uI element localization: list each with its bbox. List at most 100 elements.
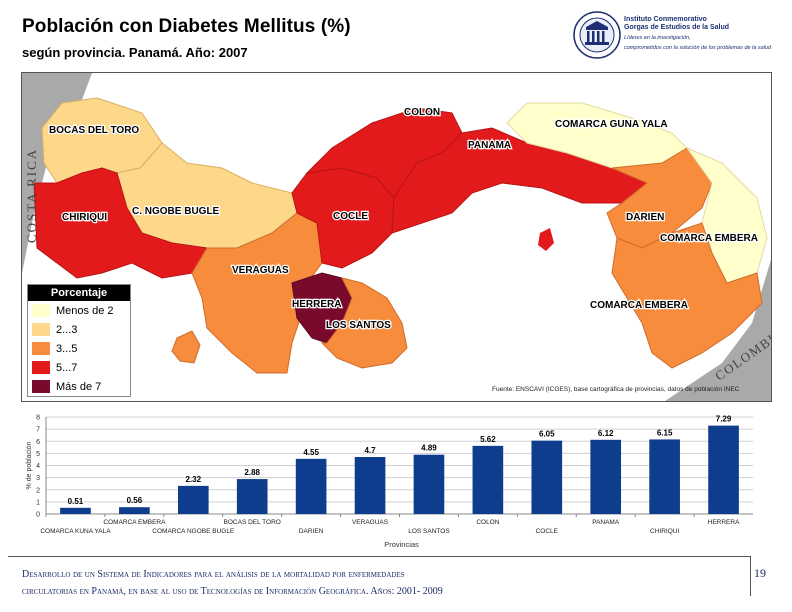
data-label: 6.12 [598,429,614,438]
footer-line-1: Desarrollo de un Sistema de Indicadores … [22,569,405,580]
legend-item: 3...5 [28,339,130,358]
x-tick-label: CHIRIQUI [650,528,679,535]
map-label-panama: PANAMA [468,140,511,151]
data-label: 2.32 [186,475,202,484]
y-tick-label: 8 [36,415,40,422]
logo-tagline-line2: comprometidos con la solución de los pro… [624,44,772,51]
data-label: 6.05 [539,430,555,439]
x-tick-label: BOCAS DEL TORO [224,519,281,526]
bar [413,454,445,514]
map-label-bocas: BOCAS DEL TORO [49,125,139,136]
neighbor-label-costa-rica: COSTA RICA [24,148,39,243]
logo-name-line2: Gorgas de Estudios de la Salud [624,24,730,31]
map-label-embera-east: COMARCA EMBERA [660,233,758,244]
map-label-colon: COLON [404,107,440,118]
bar [236,479,268,514]
x-tick-label: LOS SANTOS [408,528,450,535]
legend-swatch [32,380,50,393]
map-legend: Porcentaje Menos de 2 2...3 3...5 5...7 … [27,284,131,397]
data-label: 2.88 [244,468,260,477]
y-tick-label: 4 [36,463,40,470]
data-label: 5.62 [480,435,496,444]
logo-tagline-line1: Líderes en la investigación, [624,35,691,41]
x-tick-label: COCLE [536,528,559,535]
page-title: Población con Diabetes Mellitus (%) [22,16,351,37]
title-block: Población con Diabetes Mellitus (%) segú… [22,16,351,60]
legend-item: Menos de 2 [28,301,130,320]
bar [354,457,386,514]
legend-item: 2...3 [28,320,130,339]
x-tick-label: COMARCA EMBERA [103,519,166,526]
y-tick-label: 5 [36,451,40,458]
map-label-darien: DARIEN [626,212,664,223]
map-label-veraguas: VERAGUAS [232,265,289,276]
page-subtitle: según provincia. Panamá. Año: 2007 [22,45,248,60]
bar-chart-canvas: 0 1 2 3 4 5 6 7 8 0.51 COMARCA KUNA YALA 0.56 COMARC… [26,415,753,549]
bar [177,485,209,514]
footer-vertical-divider [750,556,751,596]
footer-line-2: circulatorias en Panamá, en base al uso … [22,586,443,597]
map-label-cocle: COCLE [333,211,368,222]
footer-divider [8,556,750,557]
region-panama-islet[interactable] [538,228,554,251]
bar [708,425,739,514]
y-tick-label: 7 [36,427,40,434]
colombia-landmass [665,259,771,401]
bar [531,440,563,514]
logo-name-line1: Instituto Conmemorativo [624,16,707,23]
institute-seal-icon [573,11,621,59]
x-tick-label: COLON [476,519,499,526]
map-label-layer: BOCAS DEL TORO C. NGOBE BUGLE CHIRIQUI V… [48,106,759,333]
data-label: 4.89 [421,444,437,453]
map-label-los-santos: LOS SANTOS [326,320,391,331]
bar [649,439,680,514]
legend-title: Porcentaje [28,285,130,301]
bar [472,445,504,514]
bar [60,507,91,514]
region-darien-south[interactable] [611,222,763,369]
y-axis-title: % de población [26,441,33,489]
bar-chart: 0 1 2 3 4 5 6 7 8 0.51 COMARCA KUNA YALA 0.56 COMARC… [21,408,772,550]
region-veraguas[interactable] [191,212,323,374]
data-label: 7.29 [716,415,732,424]
data-label: 0.51 [68,497,84,506]
x-tick-label: COMARCA NGOBE BUGLE [152,528,235,535]
legend-label: 5...7 [56,361,78,374]
map-label-guna-yala: COMARCA GUNA YALA [555,119,668,130]
y-tick-label: 6 [36,439,40,446]
y-tick-label: 2 [36,487,40,494]
y-tick-label: 0 [36,512,40,519]
map-drawing: BOCAS DEL TORO C. NGOBE BUGLE CHIRIQUI V… [22,73,771,401]
bar [119,507,150,514]
region-los-santos[interactable] [320,277,408,369]
footer-text: Desarrollo de un Sistema de Indicadores … [22,566,722,600]
y-tick-label: 3 [36,475,40,482]
map-label-ngobe: C. NGOBE BUGLE [132,206,220,217]
y-tick-label: 1 [36,499,40,506]
data-label: 4.7 [364,446,376,455]
bar [295,458,327,514]
x-tick-label: COMARCA KUNA YALA [40,528,111,535]
legend-label: Más de 7 [56,380,102,393]
legend-label: 3...5 [56,342,78,355]
legend-item: 5...7 [28,358,130,377]
x-tick-label: PANAMA [592,519,620,526]
data-label: 0.56 [127,496,143,505]
legend-swatch [32,342,50,355]
data-label: 4.55 [303,448,319,457]
data-label: 6.15 [657,428,673,437]
x-axis-title: Provincias [384,540,419,549]
footer: Desarrollo de un Sistema de Indicadores … [0,556,792,612]
map-label-embera-south: COMARCA EMBERA [590,300,688,311]
legend-label: 2...3 [56,323,78,336]
x-tick-label: DARIEN [299,528,324,535]
choropleth-map: BOCAS DEL TORO C. NGOBE BUGLE CHIRIQUI V… [21,72,772,402]
legend-swatch [32,304,50,317]
legend-swatch [32,323,50,336]
map-label-herrera: HERRERA [292,299,341,310]
region-veraguas-island[interactable] [171,330,201,364]
legend-label: Menos de 2 [56,304,114,317]
map-source-note: Fuente: ENSCAVI (ICGES), base cartográfi… [492,386,740,393]
map-label-chiriqui: CHIRIQUI [62,212,107,223]
institute-logo: Instituto Conmemorativo Gorgas de Estudi… [572,10,772,68]
